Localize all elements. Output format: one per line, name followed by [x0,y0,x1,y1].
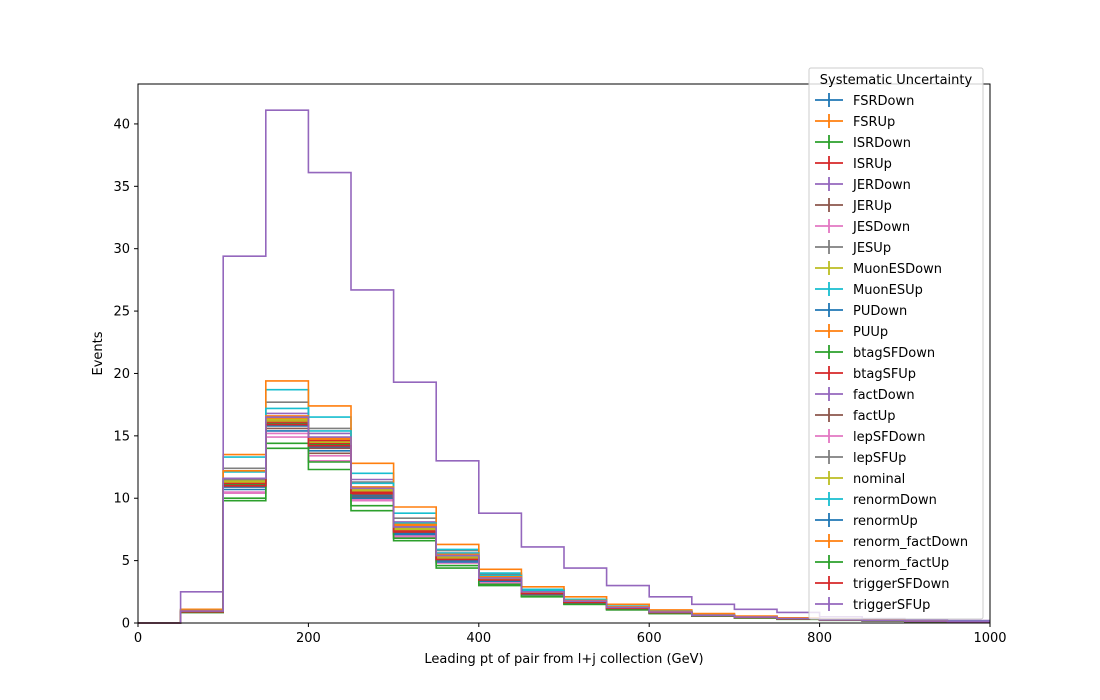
y-tick-label: 10 [113,492,130,507]
legend-item-FSRUp: FSRUp [815,114,895,130]
x-tick-label: 200 [296,631,321,646]
legend-items: FSRDown FSRUp ISRDown ISRUp JERDown JERUp JESD… [815,93,968,613]
legend-item-PUDown: PUDown [815,303,907,319]
legend-item-JERDown: JERDown [815,177,911,193]
legend-label: lepSFDown [853,430,925,445]
legend-label: btagSFDown [853,346,935,361]
legend-item-ISRDown: ISRDown [815,135,911,151]
legend-item-renormDown: renormDown [815,492,937,508]
legend-label: JERUp [852,199,892,214]
y-tick-label: 15 [113,429,130,444]
legend-item-JESUp: JESUp [815,240,891,256]
legend-label: MuonESDown [853,262,942,277]
legend-item-ISRUp: ISRUp [815,156,892,172]
y-tick-label: 40 [113,117,130,132]
x-tick-label: 1000 [973,631,1006,646]
legend-item-nominal: nominal [815,471,905,487]
legend-item-triggerSFDown: triggerSFDown [815,576,949,592]
legend-label: nominal [853,472,905,487]
legend-box [808,67,984,620]
series-triggerSFUp [138,416,990,624]
x-axis-label: Leading pt of pair from l+j collection (… [424,652,703,667]
legend-item-btagSFUp: btagSFUp [815,366,916,382]
legend-item-lepSFUp: lepSFUp [815,450,906,466]
legend-label: JESDown [852,220,910,235]
y-tick-label: 25 [113,305,130,320]
legend-label: renormDown [853,493,937,508]
y-tick-label: 20 [113,367,130,382]
y-axis-label: Events [91,331,106,375]
y-tick-label: 30 [113,242,130,257]
y-tick-label: 35 [113,180,130,195]
legend-label: factDown [853,388,915,403]
x-tick-label: 0 [134,631,142,646]
legend-label: FSRUp [853,115,895,130]
legend-label: renorm_factUp [853,556,949,571]
legend-label: factUp [853,409,896,424]
legend-item-PUUp: PUUp [815,324,888,340]
x-tick-label: 400 [466,631,491,646]
legend-label: FSRDown [853,94,914,109]
legend-item-btagSFDown: btagSFDown [815,345,935,361]
legend-item-factUp: factUp [815,408,896,424]
legend: Systematic Uncertainty FSRDown FSRUp ISRDo… [808,67,984,620]
y-tick-label: 5 [122,554,130,569]
legend-label: renormUp [853,514,918,529]
y-axis-ticks: 0 5 10 15 20 25 30 35 40 [113,117,138,632]
legend-label: PUDown [853,304,907,319]
legend-label: btagSFUp [853,367,916,382]
legend-item-renorm_factUp: renorm_factUp [815,555,949,571]
legend-item-FSRDown: FSRDown [815,93,914,109]
legend-label: ISRUp [853,157,892,172]
legend-label: triggerSFUp [853,598,930,613]
legend-label: ISRDown [853,136,911,151]
legend-label: triggerSFDown [853,577,949,592]
legend-item-MuonESUp: MuonESUp [815,282,923,298]
legend-title: Systematic Uncertainty [820,73,973,88]
legend-item-lepSFDown: lepSFDown [815,429,925,445]
legend-label: JESUp [852,241,891,256]
legend-item-renormUp: renormUp [815,513,918,529]
x-axis-ticks: 0 200 400 600 800 1000 [134,623,1007,646]
legend-item-JERUp: JERUp [815,198,892,214]
x-tick-label: 600 [637,631,662,646]
axes-frame [137,83,991,624]
legend-label: JERDown [852,178,911,193]
legend-label: PUUp [853,325,888,340]
legend-item-triggerSFUp: triggerSFUp [815,597,930,613]
y-tick-label: 0 [122,617,130,632]
legend-label: lepSFUp [853,451,906,466]
legend-item-JESDown: JESDown [815,219,910,235]
legend-item-factDown: factDown [815,387,915,403]
legend-item-MuonESDown: MuonESDown [815,261,942,277]
legend-label: MuonESUp [853,283,923,298]
legend-label: renorm_factDown [853,535,968,550]
x-tick-label: 800 [807,631,832,646]
legend-item-renorm_factDown: renorm_factDown [815,534,968,550]
